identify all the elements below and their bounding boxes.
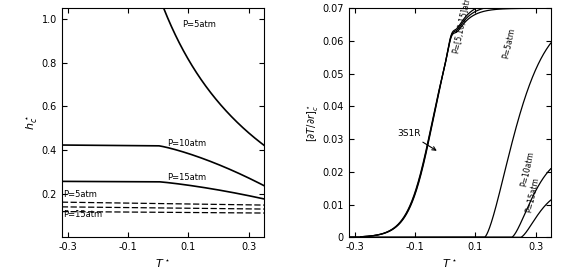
Y-axis label: $h_c^\star$: $h_c^\star$ [25, 115, 40, 131]
Text: P=10atm: P=10atm [167, 139, 206, 148]
Text: P=5atm: P=5atm [183, 20, 216, 29]
X-axis label: $T^\star$: $T^\star$ [155, 258, 170, 270]
Text: P=5atm: P=5atm [501, 27, 516, 59]
X-axis label: $T^\star$: $T^\star$ [442, 258, 457, 270]
Y-axis label: $[\partial T/\partial r]_c^\star$: $[\partial T/\partial r]_c^\star$ [306, 104, 321, 142]
Text: P=[5,10,15]atm: P=[5,10,15]atm [451, 0, 473, 54]
Text: P=5atm: P=5atm [64, 190, 97, 199]
Text: P=15atm: P=15atm [167, 172, 206, 182]
Text: P=15atm: P=15atm [524, 176, 541, 213]
Text: 3S1R: 3S1R [397, 129, 436, 150]
Text: P=10atm: P=10atm [519, 150, 536, 187]
Text: P=15atm: P=15atm [64, 210, 102, 219]
